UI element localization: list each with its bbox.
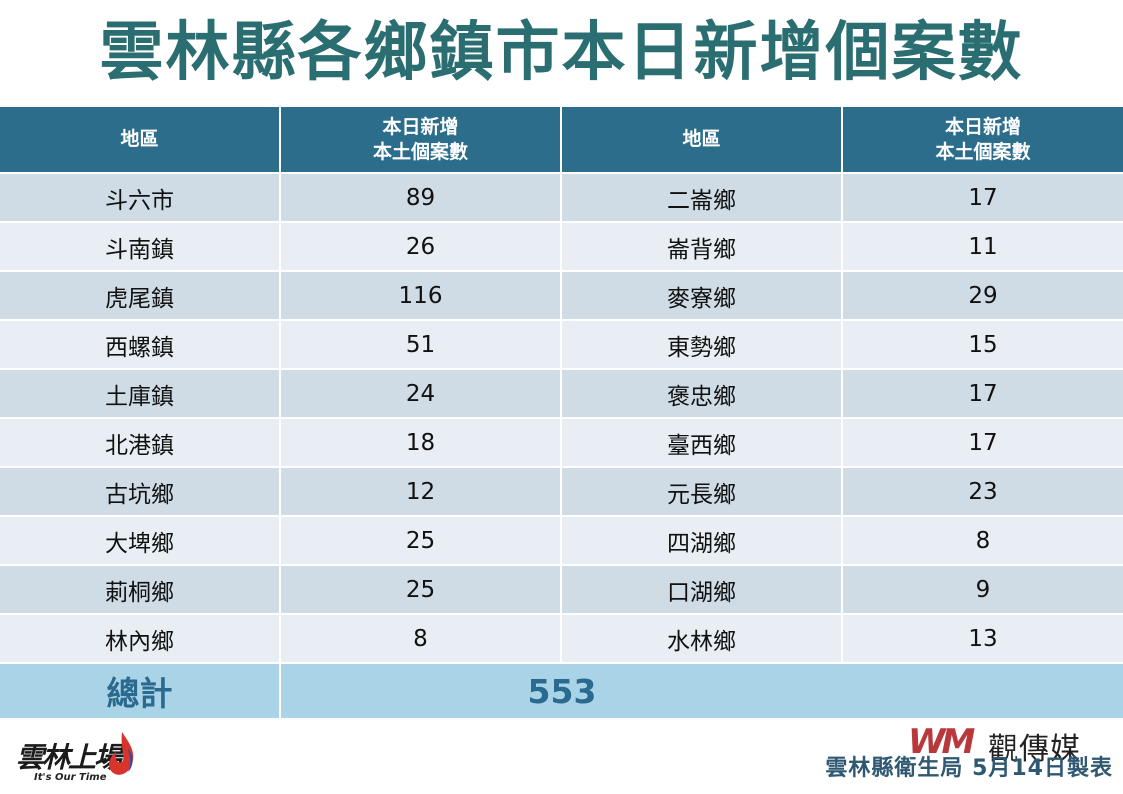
- area-left-cell: 北港鎮: [0, 417, 281, 467]
- count-left-cell: 89: [280, 172, 562, 222]
- count-right-cell: 15: [842, 319, 1123, 369]
- header-count-left: 本日新增 本土個案數: [280, 107, 562, 173]
- total-row: 總計 553: [0, 662, 1123, 718]
- area-right-cell: 四湖鄉: [561, 515, 843, 565]
- count-right-cell: 17: [842, 172, 1123, 222]
- logo-script-text: 雲林上場: [16, 741, 122, 774]
- count-right-cell: 29: [842, 270, 1123, 320]
- table-row: 斗六市 89 二崙鄉 17: [0, 172, 1123, 222]
- area-right-cell: 水林鄉: [561, 613, 843, 663]
- count-right-cell: 9: [842, 564, 1123, 614]
- table-row: 莿桐鄉 25 口湖鄉 9: [0, 564, 1123, 614]
- logo-tagline: It's Our Time: [34, 772, 107, 783]
- flame-icon: [109, 732, 134, 775]
- media-logo-name: 觀傳媒: [988, 732, 1081, 767]
- header-area-left-label: 地區: [120, 128, 159, 150]
- area-right-cell: 元長鄉: [561, 466, 843, 516]
- area-right-cell: 崙背鄉: [561, 221, 843, 271]
- table-row: 北港鎮 18 臺西鄉 17: [0, 417, 1123, 467]
- page-title: 雲林縣各鄉鎮市本日新增個案數: [99, 16, 1024, 90]
- table-header-row: 地區 本日新增 本土個案數 地區 本日新增 本土個案數: [0, 107, 1123, 173]
- total-value-text: 553: [527, 671, 597, 711]
- count-right-cell: 23: [842, 466, 1123, 516]
- total-value: 553: [280, 662, 1123, 718]
- count-right-cell: 17: [842, 368, 1123, 418]
- area-left-cell: 西螺鎮: [0, 319, 281, 369]
- media-logo-mark: WM: [908, 722, 975, 762]
- area-right-cell: 臺西鄉: [561, 417, 843, 467]
- count-left-cell: 24: [280, 368, 562, 418]
- count-left-cell: 25: [280, 515, 562, 565]
- header-area-right: 地區: [561, 107, 843, 173]
- count-left-cell: 12: [280, 466, 562, 516]
- count-right-cell: 17: [842, 417, 1123, 467]
- table-row: 古坑鄉 12 元長鄉 23: [0, 466, 1123, 516]
- count-left-cell: 8: [280, 613, 562, 663]
- area-right-cell: 褒忠鄉: [561, 368, 843, 418]
- header-count-right-line2: 本土個案數: [935, 140, 1031, 163]
- area-right-cell: 口湖鄉: [561, 564, 843, 614]
- area-right-cell: 麥寮鄉: [561, 270, 843, 320]
- count-left-cell: 18: [280, 417, 562, 467]
- header-count-right-line1: 本日新增: [944, 115, 1021, 138]
- area-left-cell: 林內鄉: [0, 613, 281, 663]
- cases-table: 地區 本日新增 本土個案數 地區 本日新增 本土個案數 斗六市 89 二崙鄉 17 斗南…: [0, 107, 1123, 718]
- header-count-left-line1: 本日新增: [382, 115, 459, 138]
- table-row: 林內鄉 8 水林鄉 13: [0, 613, 1123, 663]
- header-count-right: 本日新增 本土個案數: [842, 107, 1123, 173]
- area-right-cell: 東勢鄉: [561, 319, 843, 369]
- count-left-cell: 51: [280, 319, 562, 369]
- area-left-cell: 莿桐鄉: [0, 564, 281, 614]
- yunlin-campaign-logo: 雲林上場 It's Our Time: [12, 730, 142, 790]
- table-row: 土庫鎮 24 褒忠鄉 17: [0, 368, 1123, 418]
- count-right-cell: 8: [842, 515, 1123, 565]
- area-left-cell: 土庫鎮: [0, 368, 281, 418]
- area-left-cell: 斗六市: [0, 172, 281, 222]
- area-left-cell: 大埤鄉: [0, 515, 281, 565]
- area-left-cell: 虎尾鎮: [0, 270, 281, 320]
- area-left-cell: 斗南鎮: [0, 221, 281, 271]
- table-row: 西螺鎮 51 東勢鄉 15: [0, 319, 1123, 369]
- header-area-left: 地區: [0, 107, 281, 173]
- area-right-cell: 二崙鄉: [561, 172, 843, 222]
- table-row: 大埤鄉 25 四湖鄉 8: [0, 515, 1123, 565]
- count-left-cell: 116: [280, 270, 562, 320]
- table-row: 斗南鎮 26 崙背鄉 11: [0, 221, 1123, 271]
- header-count-left-line2: 本土個案數: [372, 140, 468, 163]
- count-right-cell: 11: [842, 221, 1123, 271]
- count-left-cell: 26: [280, 221, 562, 271]
- table-row: 虎尾鎮 116 麥寮鄉 29: [0, 270, 1123, 320]
- count-left-cell: 25: [280, 564, 562, 614]
- header-area-right-label: 地區: [682, 128, 721, 150]
- total-label: 總計: [0, 662, 281, 718]
- media-logo: WM 觀傳媒: [908, 722, 1108, 767]
- area-left-cell: 古坑鄉: [0, 466, 281, 516]
- source-credit: 雲林縣衛生局 5月14日製表: [825, 756, 1113, 781]
- count-right-cell: 13: [842, 613, 1123, 663]
